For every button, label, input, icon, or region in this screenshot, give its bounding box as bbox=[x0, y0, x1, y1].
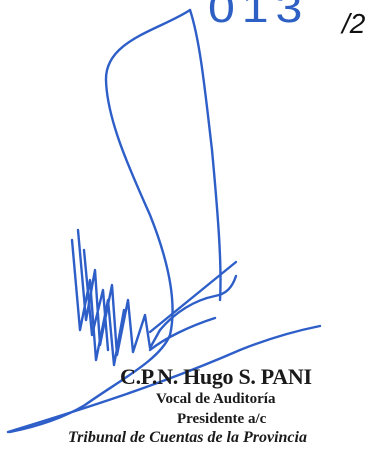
stamp-organization: Tribunal de Cuentas de la Provincia bbox=[68, 429, 307, 446]
folio-suffix: /2 bbox=[342, 8, 366, 39]
official-stamp: C.P.N. Hugo S. PANI Vocal de Auditoría P… bbox=[0, 360, 374, 464]
folio-number: 013 bbox=[208, 0, 310, 31]
stamp-title: Vocal de Auditoría bbox=[156, 391, 276, 407]
stamp-name: C.P.N. Hugo S. PANI bbox=[120, 364, 312, 389]
stamp-role: Presidente a/c bbox=[177, 411, 267, 427]
